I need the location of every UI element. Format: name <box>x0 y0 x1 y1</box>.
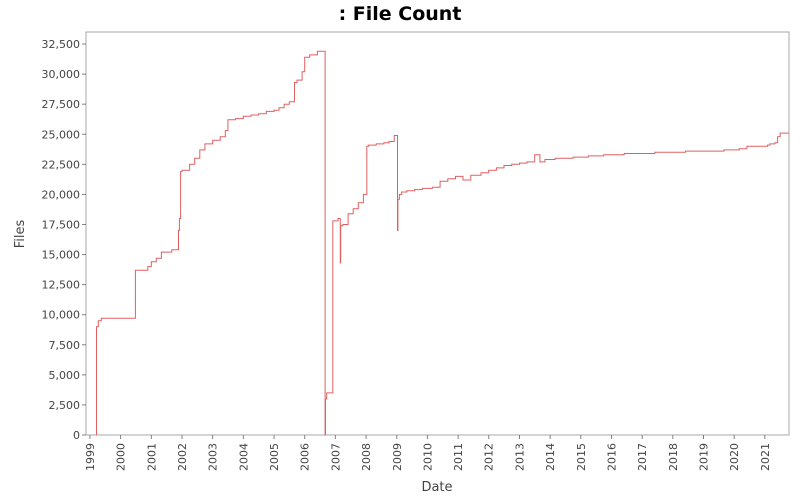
x-tick-label: 2021 <box>759 443 772 471</box>
x-tick-label: 2019 <box>697 443 710 471</box>
file-count-line <box>96 50 789 436</box>
x-tick-label: 2014 <box>544 443 557 471</box>
x-axis-label: Date <box>421 480 452 495</box>
x-tick-label: 2017 <box>636 443 649 471</box>
x-tick-label: 2008 <box>360 443 373 471</box>
y-tick-label: 5,000 <box>49 369 81 382</box>
x-tick-label: 2004 <box>237 443 250 471</box>
y-tick-label: 0 <box>73 429 80 442</box>
x-tick-label: 2015 <box>575 443 588 471</box>
y-tick-label: 27,500 <box>42 98 81 111</box>
x-tick-label: 2001 <box>145 443 158 471</box>
x-tick-label: 2010 <box>421 443 434 471</box>
x-tick-label: 2020 <box>728 443 741 471</box>
x-tick-label: 2011 <box>452 443 465 471</box>
y-tick-label: 17,500 <box>42 218 81 231</box>
y-tick-label: 2,500 <box>49 399 81 412</box>
y-tick-label: 20,000 <box>42 188 81 201</box>
x-tick-label: 2003 <box>207 443 220 471</box>
y-tick-label: 25,000 <box>42 128 81 141</box>
chart-title: : File Count <box>339 3 462 25</box>
y-tick-label: 10,000 <box>42 309 81 322</box>
x-axis: 1999 2000 2001 2002 2003 2004 2005 2006 2007 2008… <box>84 435 772 471</box>
y-tick-label: 32,500 <box>42 38 81 51</box>
x-tick-label: 2002 <box>176 443 189 471</box>
x-tick-label: 2012 <box>483 443 496 471</box>
y-tick-label: 15,000 <box>42 249 81 262</box>
x-tick-label: 2013 <box>513 443 526 471</box>
x-tick-label: 2018 <box>667 443 680 471</box>
x-tick-label: 2009 <box>391 443 404 471</box>
y-tick-label: 7,500 <box>49 339 81 352</box>
y-axis: 0 2,500 5,000 7,500 10,000 12,500 15,000 17,500… <box>42 38 86 442</box>
y-tick-label: 12,500 <box>42 279 81 292</box>
x-tick-label: 2000 <box>115 443 128 471</box>
plot-area <box>85 31 790 436</box>
x-tick-label: 1999 <box>84 443 97 471</box>
x-tick-label: 2007 <box>329 443 342 471</box>
y-tick-label: 22,500 <box>42 158 81 171</box>
x-tick-label: 2016 <box>605 443 618 471</box>
y-tick-label: 30,000 <box>42 68 81 81</box>
y-axis-label: Files <box>13 220 28 249</box>
x-tick-label: 2005 <box>268 443 281 471</box>
x-tick-label: 2006 <box>299 443 312 471</box>
